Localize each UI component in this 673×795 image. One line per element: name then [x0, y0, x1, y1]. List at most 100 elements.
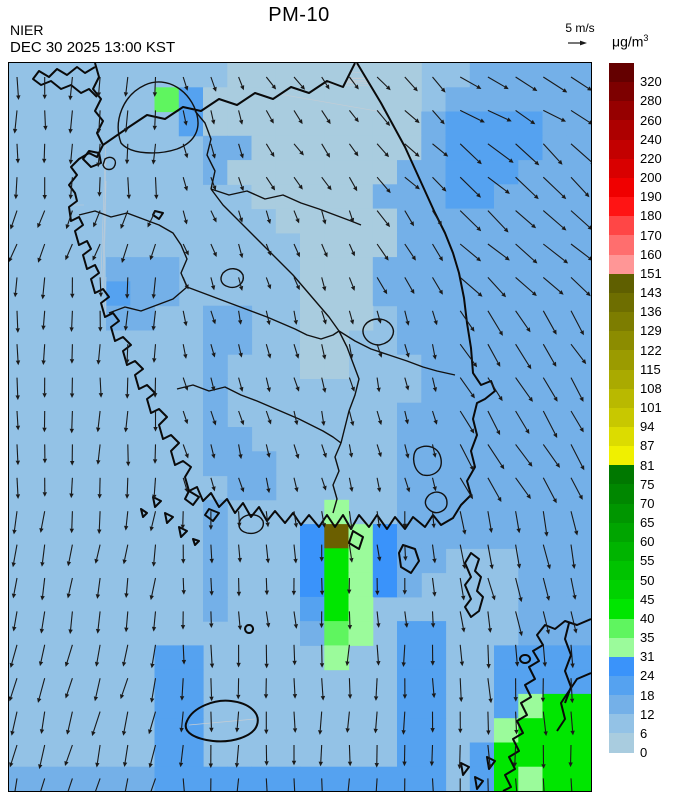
- wind-arrow: [319, 611, 324, 629]
- wind-arrow: [9, 210, 18, 230]
- wind-arrow: [265, 444, 271, 458]
- wind-arrow: [291, 577, 297, 596]
- pm10-cell: [421, 718, 447, 743]
- wind-arrow: [66, 711, 73, 735]
- pm10-cell: [518, 305, 544, 331]
- wind-arrow: [432, 243, 443, 262]
- wind-arrow: [486, 711, 491, 736]
- pm10-cell: [566, 475, 591, 501]
- wind-arrow: [570, 511, 579, 536]
- pm10-cell: [518, 402, 544, 428]
- wind-arrow: [124, 577, 129, 598]
- wind-arrow: [210, 410, 217, 426]
- pm10-cell: [542, 475, 568, 501]
- wind-arrow: [348, 477, 354, 492]
- pm10-cell: [518, 596, 544, 622]
- pm10-cell: [397, 766, 422, 791]
- pm10-cell: [178, 111, 204, 137]
- wind-arrow: [235, 711, 240, 733]
- pm10-cell: [324, 281, 350, 307]
- wind-arrow: [15, 477, 21, 499]
- wind-arrow: [459, 477, 473, 500]
- colorbar-tick-label: 160: [640, 246, 662, 262]
- wind-arrow: [238, 477, 245, 493]
- agency-label: NIER: [10, 22, 44, 38]
- wind-arrow: [542, 577, 551, 601]
- wind-arrow: [65, 210, 73, 230]
- colorbar-segment: [609, 561, 634, 581]
- wind-arrow: [210, 377, 216, 392]
- wind-arrow: [542, 477, 557, 504]
- pm10-cell: [421, 135, 447, 161]
- pm10-cell: [300, 111, 325, 137]
- wind-arrow: [347, 778, 350, 791]
- pm10-cell: [372, 232, 398, 258]
- pm10-cell: [542, 281, 568, 307]
- wind-arrow: [9, 644, 18, 668]
- wind-arrow: [37, 210, 46, 228]
- pm10-cell: [518, 572, 544, 598]
- pm10-cell: [494, 451, 519, 477]
- colorbar-segment: [609, 312, 634, 332]
- pm10-cell: [203, 451, 228, 477]
- pm10-cell: [300, 257, 325, 282]
- pm10-cell: [445, 208, 471, 234]
- wind-arrow: [376, 511, 382, 529]
- wind-arrow: [96, 76, 101, 97]
- wind-arrow: [487, 577, 496, 601]
- pm10-cell: [566, 548, 591, 574]
- wind-arrow: [154, 177, 159, 200]
- pm10-cell: [542, 572, 568, 598]
- wind-arrow: [120, 678, 129, 700]
- pm10-cell: [421, 693, 447, 719]
- pm10-cell: [518, 208, 544, 234]
- wind-arrow: [403, 544, 408, 561]
- wind-arrow: [293, 444, 300, 459]
- pm10-cell: [397, 548, 422, 574]
- wind-arrow: [265, 210, 271, 224]
- colorbar-segment: [609, 82, 634, 102]
- wind-arrow: [515, 477, 531, 499]
- pm10-cell: [518, 135, 544, 161]
- pm10-cell: [300, 63, 325, 88]
- wind-arrow: [321, 277, 327, 292]
- wind-arrow: [375, 778, 378, 791]
- wind-arrow: [209, 711, 214, 733]
- wind-arrow: [182, 377, 189, 391]
- pm10-cell: [518, 257, 544, 282]
- wind-arrow: [348, 511, 354, 531]
- pm10-cell: [445, 111, 471, 137]
- pm10-cell: [445, 135, 471, 161]
- pm10-cell: [421, 184, 447, 210]
- pm10-cell: [445, 184, 471, 210]
- wind-arrow: [487, 109, 512, 122]
- wind-arrow: [69, 344, 75, 364]
- wind-arrow: [38, 644, 46, 667]
- wind-arrow: [404, 444, 410, 459]
- wind-arrow: [121, 711, 129, 736]
- wind-arrow: [95, 577, 101, 599]
- pm10-cell: [397, 305, 422, 331]
- pm10-cell: [397, 208, 422, 234]
- wind-arrow: [431, 778, 434, 791]
- pm10-cell: [300, 160, 325, 185]
- colorbar-segment: [609, 235, 634, 255]
- wind-arrow: [124, 611, 129, 633]
- colorbar-segment: [609, 522, 634, 542]
- wind-arrow: [120, 210, 129, 229]
- colorbar-segment: [609, 388, 634, 408]
- wind-arrow: [42, 410, 47, 433]
- wind-arrow: [430, 711, 435, 733]
- colorbar-segment: [609, 216, 634, 236]
- pm10-cell: [275, 111, 301, 137]
- wind-arrow: [432, 277, 443, 295]
- wind-arrow: [540, 678, 546, 703]
- pm10-cell: [275, 208, 301, 234]
- pm10-cell: [81, 766, 107, 791]
- wind-arrow: [182, 243, 189, 256]
- wind-arrow: [264, 744, 269, 766]
- pm10-cell: [518, 475, 544, 501]
- wind-arrow: [209, 544, 214, 564]
- wind-arrow: [570, 778, 573, 791]
- wind-arrow: [293, 477, 299, 493]
